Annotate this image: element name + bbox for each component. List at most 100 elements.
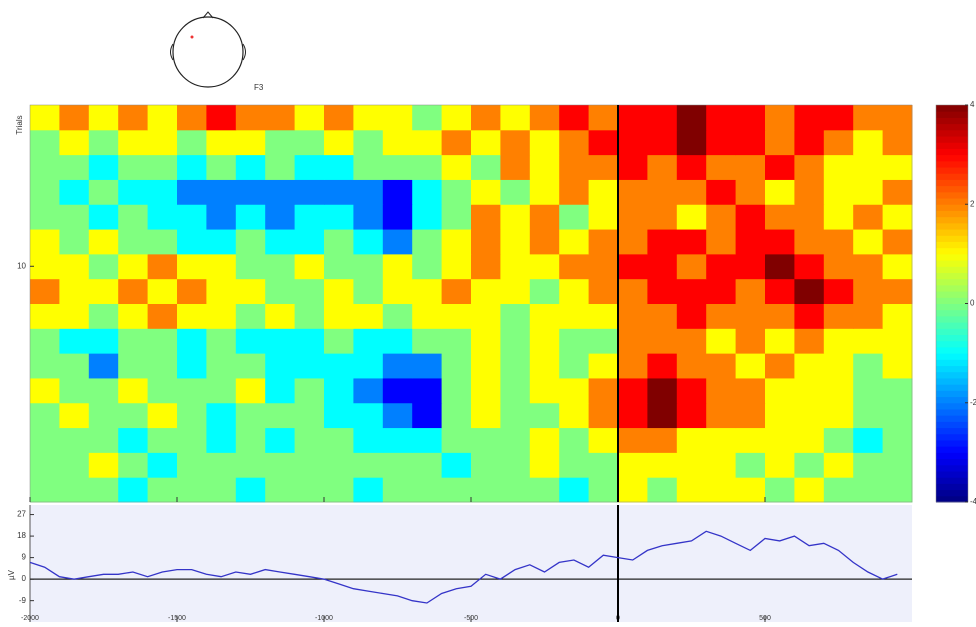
colorbar-swatch bbox=[936, 284, 968, 292]
heatmap-cell bbox=[265, 353, 296, 379]
heatmap-cell bbox=[59, 452, 90, 478]
heatmap-cell bbox=[559, 452, 590, 478]
heatmap-cell bbox=[706, 253, 737, 280]
heatmap-cell bbox=[500, 477, 531, 503]
heatmap-cell bbox=[588, 477, 619, 503]
heatmap-cell bbox=[853, 427, 884, 453]
heatmap-cell bbox=[294, 253, 325, 280]
heatmap-cell bbox=[30, 452, 60, 478]
heatmap-cell bbox=[471, 229, 501, 255]
heatmap-cell bbox=[735, 204, 766, 230]
heatmap-cell bbox=[647, 154, 678, 180]
heatmap-cell bbox=[324, 129, 354, 156]
heatmap-cell bbox=[59, 477, 90, 503]
colorbar-swatch bbox=[936, 415, 968, 422]
heatmap-cell bbox=[618, 303, 648, 329]
heatmap-cell bbox=[588, 377, 619, 404]
heatmap-cell bbox=[88, 179, 119, 205]
colorbar-tick-label: -2 bbox=[970, 398, 976, 407]
heatmap-cell bbox=[853, 105, 884, 131]
heatmap-cell bbox=[823, 179, 854, 205]
colorbar-swatch bbox=[936, 123, 968, 131]
heatmap-cell bbox=[147, 303, 178, 329]
plot-background bbox=[30, 505, 912, 622]
heatmap-cell bbox=[823, 452, 854, 478]
heatmap-cell bbox=[765, 452, 795, 478]
heatmap-cell bbox=[823, 427, 854, 453]
heatmap-cell bbox=[559, 427, 590, 453]
heatmap-cell bbox=[265, 105, 296, 131]
y-tick-label: 9 bbox=[22, 553, 27, 562]
colorbar-swatch bbox=[936, 222, 968, 230]
heatmap-cell bbox=[265, 477, 296, 503]
heatmap-cell bbox=[324, 427, 354, 453]
heatmap-cell bbox=[235, 204, 266, 230]
heatmap-cell bbox=[353, 452, 384, 478]
heatmap-cell bbox=[59, 154, 90, 180]
colorbar-swatch bbox=[936, 390, 968, 398]
heatmap-cell bbox=[30, 278, 60, 304]
ear bbox=[242, 43, 246, 61]
heatmap-cell bbox=[324, 353, 354, 379]
heatmap-cell bbox=[471, 377, 501, 404]
heatmap-cell bbox=[500, 452, 531, 478]
heatmap-cell bbox=[235, 129, 266, 156]
heatmap-cell bbox=[647, 105, 678, 131]
heatmap-cell bbox=[765, 278, 795, 304]
heatmap-cell bbox=[412, 427, 443, 453]
heatmap-cell bbox=[441, 353, 472, 379]
colorbar-swatch bbox=[936, 229, 968, 236]
heatmap-cell bbox=[265, 204, 296, 230]
heatmap-cell bbox=[471, 402, 501, 429]
heatmap-cell bbox=[735, 377, 766, 404]
heatmap-cell bbox=[765, 105, 795, 131]
heatmap-cell bbox=[235, 328, 266, 354]
heatmap-cell bbox=[88, 477, 119, 503]
heatmap-cell bbox=[206, 105, 237, 131]
heatmap-cell bbox=[882, 303, 913, 329]
heatmap-cell bbox=[559, 129, 590, 156]
heatmap-cell bbox=[794, 477, 825, 503]
heatmap-cell bbox=[441, 179, 472, 205]
heatmap-cell bbox=[471, 303, 501, 329]
heatmap-cell bbox=[823, 402, 854, 429]
heatmap-cell bbox=[706, 154, 737, 180]
colorbar-swatch bbox=[936, 136, 968, 143]
heatmap-cell bbox=[794, 179, 825, 205]
colorbar-swatch bbox=[936, 216, 968, 224]
heatmap-cell bbox=[265, 402, 296, 429]
heatmap-cell bbox=[706, 353, 737, 379]
colorbar-swatch bbox=[936, 396, 968, 404]
heatmap-cell bbox=[30, 353, 60, 379]
heatmap-cell bbox=[147, 179, 178, 205]
heatmap-cell bbox=[529, 452, 560, 478]
heatmap-cell bbox=[353, 278, 384, 304]
heatmap-cell bbox=[88, 129, 119, 156]
colorbar-swatch bbox=[936, 210, 968, 218]
heatmap-cell bbox=[471, 154, 501, 180]
heatmap-cell bbox=[618, 105, 648, 131]
heatmap-cell bbox=[206, 179, 237, 205]
heatmap-cell bbox=[147, 129, 178, 156]
heatmap-cell bbox=[794, 377, 825, 404]
heatmap-cell bbox=[794, 303, 825, 329]
heatmap-cell bbox=[823, 353, 854, 379]
y-tick-label: -9 bbox=[19, 596, 27, 605]
heatmap-cell bbox=[118, 204, 149, 230]
heatmap-cell bbox=[794, 253, 825, 280]
heatmap-cell bbox=[794, 278, 825, 304]
heatmap-cell bbox=[529, 154, 560, 180]
heatmap-cell bbox=[588, 278, 619, 304]
heatmap-cell bbox=[618, 377, 648, 404]
heatmap-cell bbox=[647, 377, 678, 404]
heatmap-cell bbox=[529, 204, 560, 230]
heatmap-cell bbox=[882, 253, 913, 280]
heatmap-cell bbox=[588, 303, 619, 329]
colorbar-swatch bbox=[936, 427, 968, 435]
heatmap-cell bbox=[177, 278, 207, 304]
heatmap-cell bbox=[529, 105, 560, 131]
heatmap-cell bbox=[147, 377, 178, 404]
heatmap-cell bbox=[353, 303, 384, 329]
colorbar-swatch bbox=[936, 439, 968, 447]
heatmap-cell bbox=[676, 105, 707, 131]
